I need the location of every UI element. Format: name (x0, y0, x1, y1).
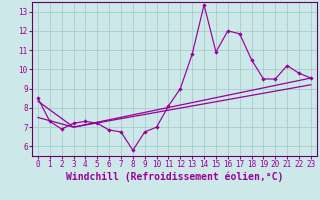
X-axis label: Windchill (Refroidissement éolien,°C): Windchill (Refroidissement éolien,°C) (66, 172, 283, 182)
